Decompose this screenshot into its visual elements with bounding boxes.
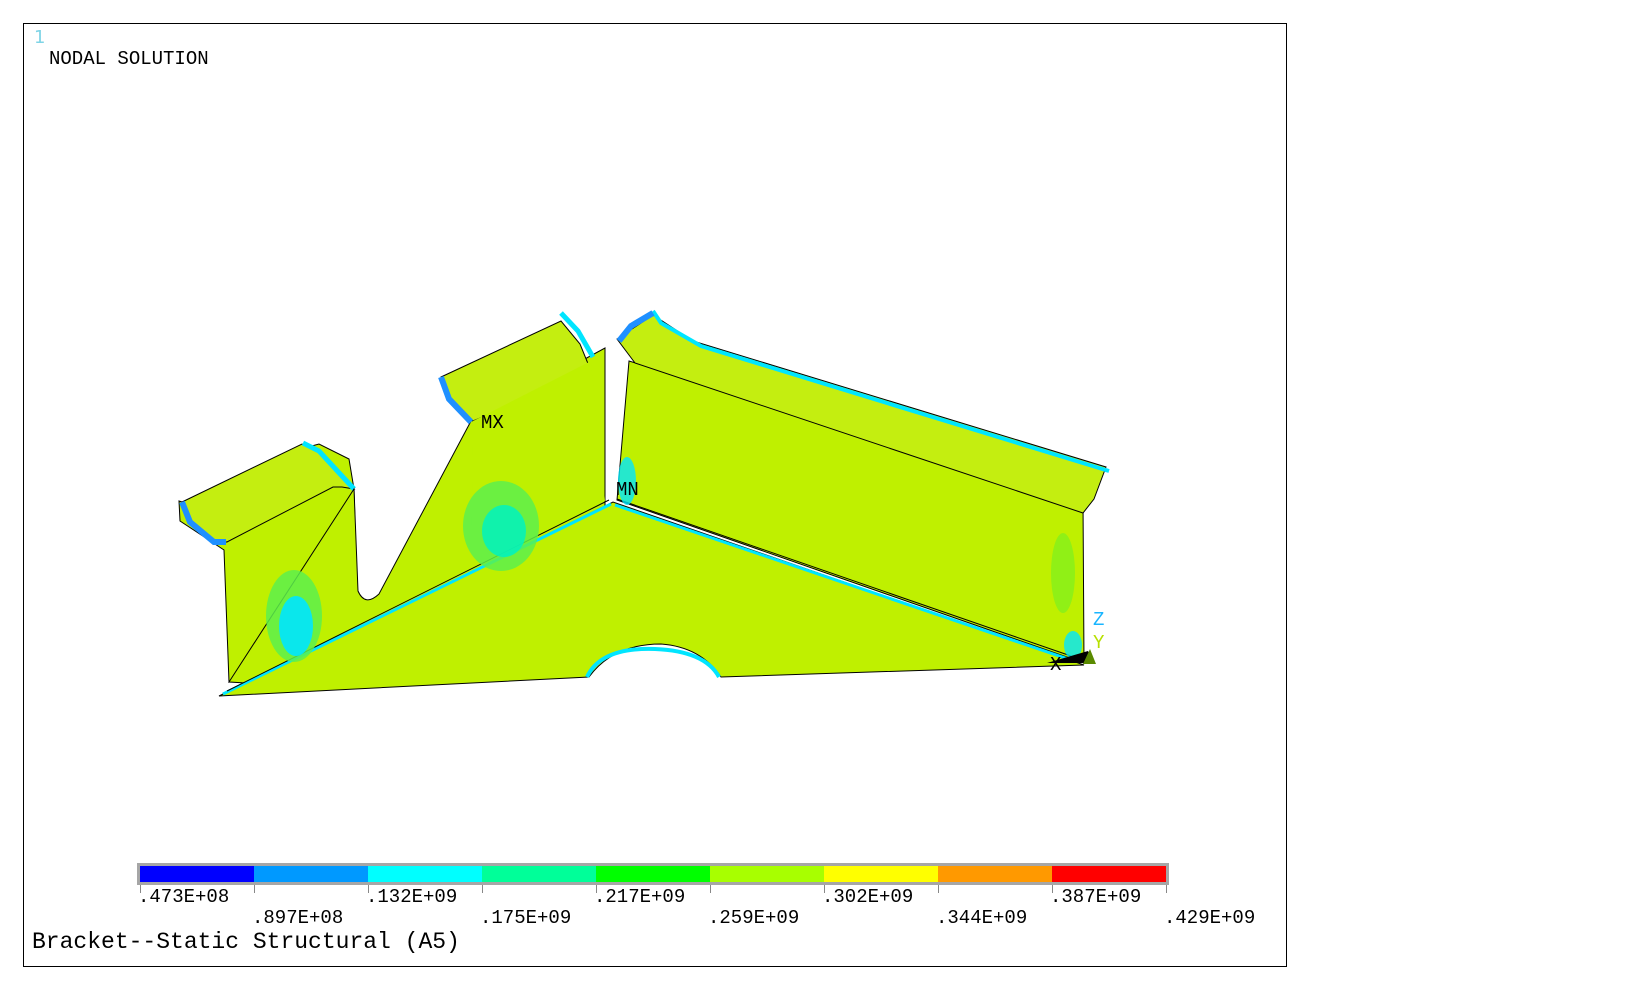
contour-right-green <box>1051 533 1075 613</box>
legend-tick-label: .175E+09 <box>480 907 572 929</box>
legend-swatch <box>710 866 824 882</box>
legend-swatch <box>140 866 254 882</box>
support-triangle <box>1083 649 1096 664</box>
base-seam-right <box>616 498 1072 657</box>
legend-swatch <box>824 866 938 882</box>
contour-left-cyan <box>279 596 313 656</box>
legend-tick-label: .897E+08 <box>252 907 344 929</box>
legend-swatch <box>368 866 482 882</box>
legend-tick-mark <box>482 885 483 893</box>
legend-tick-label: .387E+09 <box>1050 886 1142 908</box>
legend-tick-label: .344E+09 <box>936 907 1028 929</box>
base-hole-rim <box>585 646 721 679</box>
mid-flange-tip <box>559 311 596 359</box>
color-legend-bar <box>137 863 1169 885</box>
mid-flange-edge <box>438 375 474 425</box>
legend-swatch <box>1052 866 1166 882</box>
right-flange-tip <box>616 310 655 343</box>
support-marker <box>1047 651 1093 663</box>
contour-right-cyan <box>618 457 636 505</box>
legend-tick-mark <box>1052 885 1053 893</box>
fea-model-view <box>178 309 1110 697</box>
legend-swatch <box>482 866 596 882</box>
legend-tick-mark <box>140 885 141 893</box>
legend-tick-label: .429E+09 <box>1164 907 1256 929</box>
plot-title: NODAL SOLUTION <box>49 48 209 70</box>
legend-swatch <box>596 866 710 882</box>
max-marker: MX <box>481 412 504 434</box>
base-weld-left <box>222 502 612 696</box>
legend-tick-label: .132E+09 <box>366 886 458 908</box>
left-flange-edge <box>179 500 226 545</box>
legend-tick-mark <box>596 885 597 893</box>
contour-corner-cyan <box>1064 631 1082 659</box>
min-marker: MN <box>616 479 639 501</box>
triad-x-label: X <box>1050 654 1062 676</box>
legend-tick-mark <box>710 885 711 893</box>
base-weld-right <box>614 503 1075 663</box>
legend-tick-mark <box>254 885 255 893</box>
legend-tick-mark <box>1166 885 1167 893</box>
triad-z-label: Z <box>1093 609 1105 631</box>
left-flange-tip <box>301 440 356 491</box>
right-flange-edge <box>651 309 1110 473</box>
contour-mid-cyan <box>482 505 526 557</box>
legend-tick-mark <box>824 885 825 893</box>
graphics-window: 1 NODAL SOLUTION <box>23 23 1287 967</box>
legend-tick-label: .302E+09 <box>822 886 914 908</box>
plot-caption: Bracket--Static Structural (A5) <box>32 929 460 955</box>
legend-tick-label: .473E+08 <box>138 886 230 908</box>
triad-y-label: Y <box>1093 632 1105 654</box>
window-number: 1 <box>34 27 46 48</box>
legend-tick-mark <box>368 885 369 893</box>
legend-tick-label: .259E+09 <box>708 907 800 929</box>
legend-tick-label: .217E+09 <box>594 886 686 908</box>
legend-swatch <box>938 866 1052 882</box>
legend-tick-mark <box>938 885 939 893</box>
legend-swatch <box>254 866 368 882</box>
